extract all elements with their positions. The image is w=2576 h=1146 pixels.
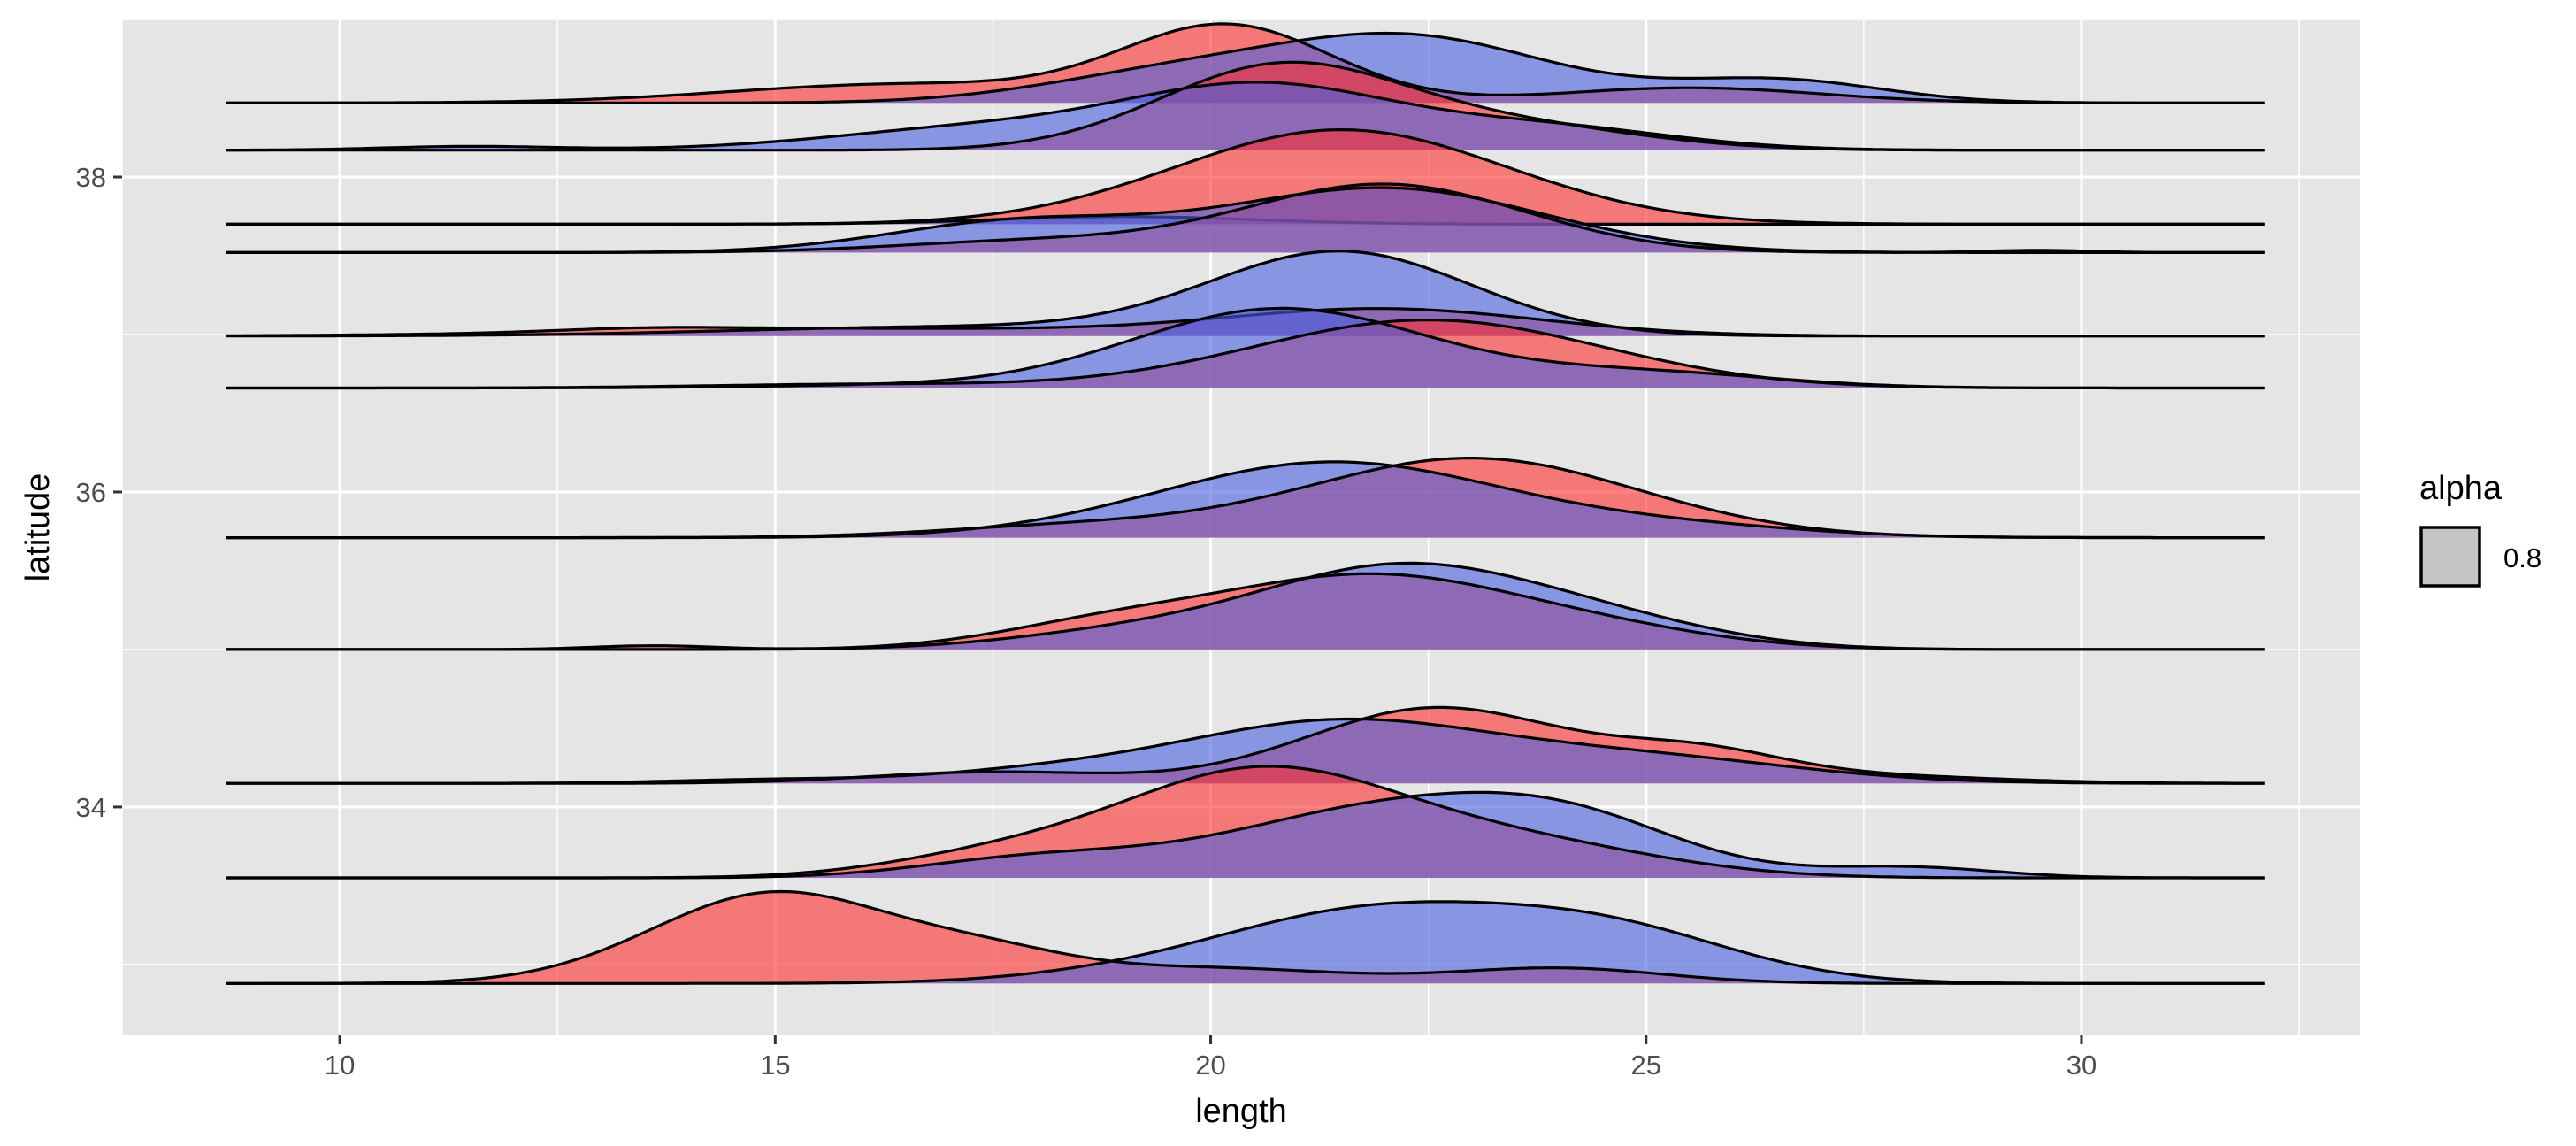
ridge-blue-fill: [226, 81, 2265, 150]
ridge-9: [226, 765, 2265, 880]
y-tick-label: 34: [76, 792, 106, 823]
ridge-blue-outline: [226, 186, 2265, 254]
ridge-red-outline: [226, 22, 2265, 104]
ridge-red-fill: [226, 129, 2265, 225]
ridge-blue-fill: [226, 563, 2265, 650]
ridge-blue-outline: [226, 790, 2265, 880]
ridge-8: [226, 705, 2265, 785]
ridge-blue-outline: [226, 460, 2265, 540]
legend-title: alpha: [2419, 470, 2503, 507]
ridge-10: [226, 889, 2265, 985]
y-axis-title: latitude: [19, 473, 57, 582]
ridge-blue-fill: [226, 719, 2265, 784]
y-tick-label: 36: [76, 477, 106, 508]
legend: alpha 0.8: [2419, 470, 2542, 588]
ridge-blue-outline: [226, 81, 2265, 152]
x-axis: 10 15 20 25 30: [325, 1035, 2097, 1081]
ridge-red-outline: [226, 889, 2265, 985]
ridge-3: [226, 182, 2265, 254]
ridge-7: [226, 561, 2265, 651]
ridge-blue-fill: [226, 250, 2265, 336]
legend-label: 0.8: [2503, 542, 2542, 573]
x-tick-label: 20: [1195, 1050, 1225, 1081]
ridge-blue-fill: [226, 792, 2265, 878]
ridge-blue-outline: [226, 561, 2265, 651]
ridge-blue-fill: [226, 901, 2265, 984]
ridge-blue-outline: [226, 717, 2265, 785]
x-tick-label: 25: [1631, 1050, 1661, 1081]
x-tick-label: 10: [325, 1050, 355, 1081]
x-tick-label: 15: [760, 1050, 790, 1081]
ridge-1: [226, 60, 2265, 152]
y-tick-label: 38: [76, 162, 106, 193]
x-tick-label: 30: [2066, 1050, 2097, 1081]
legend-key: [2419, 526, 2481, 588]
ridge-blue-outline: [226, 306, 2265, 390]
ridge-6: [226, 457, 2265, 540]
ridge-red-fill: [226, 891, 2265, 984]
density-ridges: [226, 22, 2265, 985]
ridge-blue-fill: [226, 188, 2265, 253]
ridge-red-fill: [226, 765, 2265, 878]
x-axis-title: length: [1195, 1093, 1287, 1130]
ridge-5: [226, 306, 2265, 390]
ridge-blue-outline: [226, 900, 2265, 985]
y-axis: 34 36 38: [76, 162, 122, 823]
ridge-blue-outline: [226, 31, 2265, 104]
ridge-blue-outline: [226, 250, 2265, 338]
